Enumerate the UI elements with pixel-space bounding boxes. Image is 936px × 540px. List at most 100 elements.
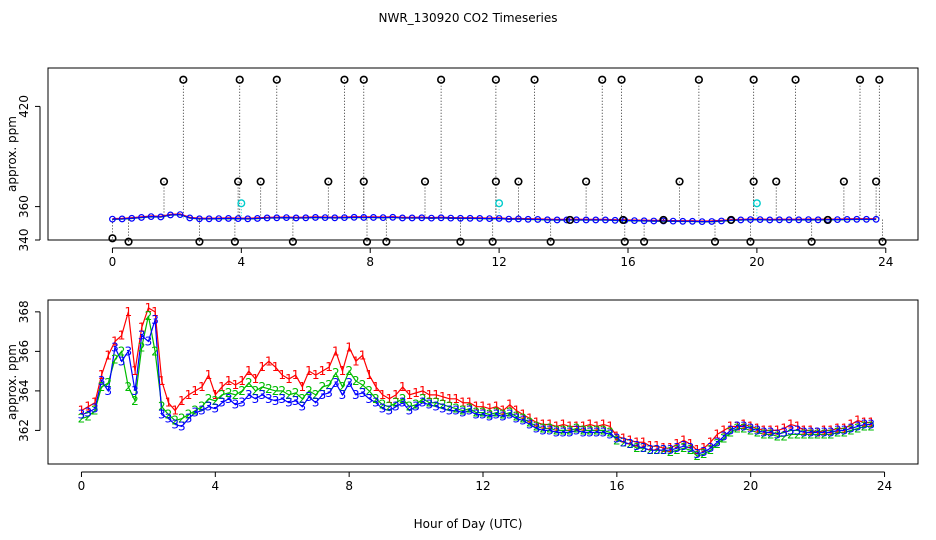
baseline-point xyxy=(186,214,194,222)
series-2-marker: 2 xyxy=(298,392,306,406)
baseline-point xyxy=(640,217,648,225)
series-1-marker: 1 xyxy=(613,429,621,443)
series-3-marker: 3 xyxy=(211,402,219,416)
outlier-point xyxy=(256,177,265,186)
baseline-point xyxy=(698,218,706,226)
series-3-marker: 3 xyxy=(225,392,233,406)
series-1-marker: 1 xyxy=(205,368,213,382)
series-1-marker: 1 xyxy=(339,364,347,378)
series-1-marker: 1 xyxy=(633,435,641,449)
series-3-marker: 3 xyxy=(238,396,246,410)
baseline-point xyxy=(582,216,590,224)
series-1-marker: 1 xyxy=(727,419,735,433)
series-2-marker: 2 xyxy=(613,433,621,447)
baseline-point xyxy=(466,214,474,222)
series-1-marker: 1 xyxy=(406,388,414,402)
series-2-marker: 2 xyxy=(278,384,286,398)
baseline-point xyxy=(718,217,725,225)
series-2-marker: 2 xyxy=(747,423,755,437)
baseline-point xyxy=(679,217,687,225)
series-3-marker: 3 xyxy=(667,443,675,457)
series-3-marker: 3 xyxy=(787,423,795,437)
series-2-marker: 2 xyxy=(774,429,782,443)
series-3-marker: 3 xyxy=(546,423,554,437)
baseline-point xyxy=(863,215,870,223)
outlier-point xyxy=(617,75,626,84)
series-3-marker: 3 xyxy=(305,390,313,404)
series-2-marker: 2 xyxy=(258,380,266,394)
series-3-marker: 3 xyxy=(124,344,132,358)
series-2-marker: 2 xyxy=(539,421,547,435)
series-1-marker: 1 xyxy=(700,441,708,455)
bottom-x-tick-label: 20 xyxy=(743,479,758,493)
outlier-point xyxy=(749,75,758,84)
series-1-marker: 1 xyxy=(439,390,447,404)
outlier-point xyxy=(324,177,333,186)
series-2-marker: 2 xyxy=(452,402,460,416)
outlier-point xyxy=(727,215,736,225)
series-2-marker: 2 xyxy=(566,423,574,437)
series-3-marker: 3 xyxy=(613,431,621,445)
baseline-point xyxy=(263,214,271,222)
series-2-marker: 2 xyxy=(225,386,233,400)
series-3-marker: 3 xyxy=(713,435,721,449)
series-3-marker: 3 xyxy=(392,400,400,414)
series-1-marker: 1 xyxy=(794,419,802,433)
series-3-marker: 3 xyxy=(359,386,367,400)
top-y-tick-label: 360 xyxy=(17,195,31,218)
series-2-marker: 2 xyxy=(232,388,240,402)
series-3-marker: 3 xyxy=(653,443,661,457)
outlier-point xyxy=(382,237,391,246)
series-1-marker: 1 xyxy=(171,404,179,418)
series-1-marker: 1 xyxy=(747,419,755,433)
series-2-marker: 2 xyxy=(124,380,132,394)
series-2-marker: 2 xyxy=(640,441,648,455)
bottom-x-tick-label: 8 xyxy=(345,479,353,493)
series-2-marker: 2 xyxy=(205,392,213,406)
series-1-marker: 1 xyxy=(640,435,648,449)
baseline-point xyxy=(563,216,571,224)
series-1-marker: 1 xyxy=(586,417,594,431)
series-3-marker: 3 xyxy=(680,439,688,453)
series-2-marker: 2 xyxy=(727,425,735,439)
outlier-point xyxy=(872,177,881,186)
series-1-marker: 1 xyxy=(780,421,788,435)
series-3-marker: 3 xyxy=(539,423,547,437)
series-1-marker: 1 xyxy=(459,396,467,410)
baseline-point xyxy=(776,216,783,224)
series-1-marker: 1 xyxy=(131,364,139,378)
series-1-marker: 1 xyxy=(285,372,293,386)
top-x-tick-label: 0 xyxy=(109,255,117,269)
series-1-marker: 1 xyxy=(124,305,132,319)
series-3-marker: 3 xyxy=(673,441,681,455)
series-3-marker: 3 xyxy=(472,408,480,422)
series-3-marker: 3 xyxy=(432,400,440,414)
series-3-marker: 3 xyxy=(165,412,173,426)
series-3-marker: 3 xyxy=(439,402,447,416)
baseline-point xyxy=(408,214,416,222)
series-2-marker: 2 xyxy=(178,412,186,426)
baseline-point xyxy=(669,217,677,225)
series-2-marker: 2 xyxy=(406,400,414,414)
series-1-marker: 1 xyxy=(312,368,320,382)
series-3-marker: 3 xyxy=(319,388,327,402)
series-3-marker: 3 xyxy=(526,417,534,431)
series-1-marker: 1 xyxy=(305,364,313,378)
series-1-marker: 1 xyxy=(660,441,668,455)
series-2-marker: 2 xyxy=(319,380,327,394)
series-2-marker: 2 xyxy=(633,441,641,455)
series-1-marker: 1 xyxy=(680,433,688,447)
series-1-marker: 1 xyxy=(546,417,554,431)
series-2-marker: 2 xyxy=(740,421,748,435)
baseline-point xyxy=(254,215,261,222)
series-2-marker: 2 xyxy=(800,427,808,441)
baseline-point xyxy=(795,216,803,224)
series-1-marker: 1 xyxy=(620,431,628,445)
series-3-marker: 3 xyxy=(98,374,106,388)
bottom-x-tick-label: 24 xyxy=(877,479,892,493)
outlier-point xyxy=(514,177,523,186)
baseline-point xyxy=(515,215,522,223)
series-1-marker: 1 xyxy=(466,396,474,410)
outlier-point xyxy=(640,237,649,246)
